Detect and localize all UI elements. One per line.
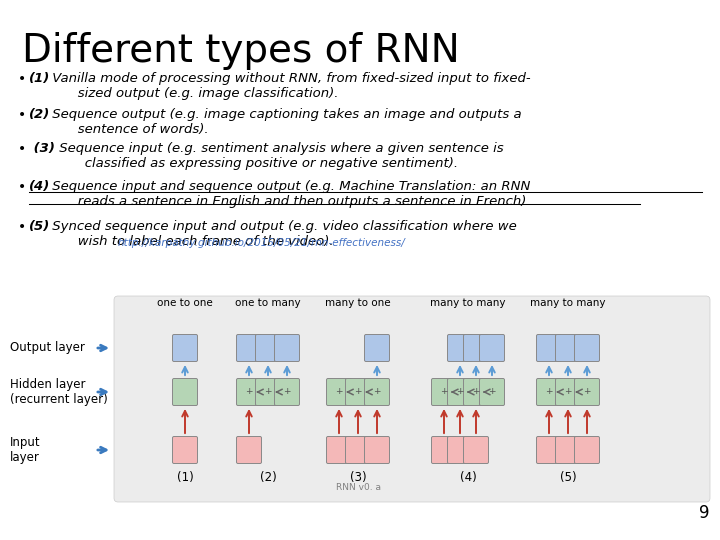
FancyBboxPatch shape xyxy=(364,334,390,361)
Text: +: + xyxy=(488,388,496,396)
Text: +: + xyxy=(336,388,343,396)
FancyBboxPatch shape xyxy=(536,379,562,406)
Text: +: + xyxy=(440,388,448,396)
Text: many to many: many to many xyxy=(530,298,606,308)
FancyBboxPatch shape xyxy=(364,379,390,406)
Text: (1): (1) xyxy=(176,471,194,484)
Text: +: + xyxy=(456,388,464,396)
FancyBboxPatch shape xyxy=(431,436,456,463)
FancyBboxPatch shape xyxy=(346,436,371,463)
FancyBboxPatch shape xyxy=(173,436,197,463)
Text: +: + xyxy=(246,388,253,396)
Text: Input
layer: Input layer xyxy=(10,436,40,464)
Text: Different types of RNN: Different types of RNN xyxy=(22,32,460,70)
Text: Sequence input and sequence output (e.g. Machine Translation: an RNN
       read: Sequence input and sequence output (e.g.… xyxy=(48,180,531,208)
Text: many to many: many to many xyxy=(431,298,505,308)
Text: •: • xyxy=(18,220,26,234)
FancyBboxPatch shape xyxy=(448,334,472,361)
Text: +: + xyxy=(354,388,361,396)
Text: (5): (5) xyxy=(559,471,576,484)
Text: •: • xyxy=(18,142,26,156)
FancyBboxPatch shape xyxy=(448,436,472,463)
FancyBboxPatch shape xyxy=(448,379,472,406)
FancyBboxPatch shape xyxy=(114,296,710,502)
Text: (2): (2) xyxy=(260,471,276,484)
Text: Sequence input (e.g. sentiment analysis where a given sentence is
       classif: Sequence input (e.g. sentiment analysis … xyxy=(55,142,503,170)
FancyBboxPatch shape xyxy=(575,334,600,361)
FancyBboxPatch shape xyxy=(536,334,562,361)
Text: (3): (3) xyxy=(350,471,366,484)
FancyBboxPatch shape xyxy=(464,334,488,361)
Text: 9: 9 xyxy=(700,504,710,522)
Text: http://karpathy.github.io/2015/05/21/rnn-effectiveness/: http://karpathy.github.io/2015/05/21/rnn… xyxy=(118,238,406,248)
FancyBboxPatch shape xyxy=(236,334,261,361)
FancyBboxPatch shape xyxy=(464,379,488,406)
Text: +: + xyxy=(583,388,590,396)
Text: +: + xyxy=(472,388,480,396)
FancyBboxPatch shape xyxy=(274,334,300,361)
Text: (4): (4) xyxy=(29,180,50,193)
FancyBboxPatch shape xyxy=(464,436,488,463)
Text: +: + xyxy=(264,388,271,396)
FancyBboxPatch shape xyxy=(556,436,580,463)
Text: one to many: one to many xyxy=(235,298,301,308)
FancyBboxPatch shape xyxy=(556,379,580,406)
Text: (4): (4) xyxy=(459,471,477,484)
Text: Vanilla mode of processing without RNN, from fixed-sized input to fixed-
       : Vanilla mode of processing without RNN, … xyxy=(48,72,531,100)
FancyBboxPatch shape xyxy=(326,436,351,463)
FancyBboxPatch shape xyxy=(236,379,261,406)
Text: +: + xyxy=(373,388,381,396)
Text: (1): (1) xyxy=(29,72,50,85)
Text: (3): (3) xyxy=(29,142,55,155)
Text: one to one: one to one xyxy=(157,298,213,308)
FancyBboxPatch shape xyxy=(326,379,351,406)
Text: +: + xyxy=(564,388,572,396)
FancyBboxPatch shape xyxy=(575,436,600,463)
Text: •: • xyxy=(18,180,26,194)
FancyBboxPatch shape xyxy=(575,379,600,406)
Text: +: + xyxy=(283,388,291,396)
Text: +: + xyxy=(545,388,553,396)
FancyBboxPatch shape xyxy=(274,379,300,406)
Text: Synced sequence input and output (e.g. video classification where we
       wish: Synced sequence input and output (e.g. v… xyxy=(48,220,517,248)
FancyBboxPatch shape xyxy=(536,436,562,463)
FancyBboxPatch shape xyxy=(480,379,505,406)
FancyBboxPatch shape xyxy=(346,379,371,406)
FancyBboxPatch shape xyxy=(173,379,197,406)
FancyBboxPatch shape xyxy=(556,334,580,361)
Text: Sequence output (e.g. image captioning takes an image and outputs a
       sente: Sequence output (e.g. image captioning t… xyxy=(48,108,522,136)
FancyBboxPatch shape xyxy=(256,379,281,406)
Text: •: • xyxy=(18,108,26,122)
FancyBboxPatch shape xyxy=(364,436,390,463)
FancyBboxPatch shape xyxy=(480,334,505,361)
FancyBboxPatch shape xyxy=(173,334,197,361)
Text: RNN v0. a: RNN v0. a xyxy=(336,483,380,492)
FancyBboxPatch shape xyxy=(236,436,261,463)
FancyBboxPatch shape xyxy=(431,379,456,406)
Text: many to one: many to one xyxy=(325,298,391,308)
Text: Output layer: Output layer xyxy=(10,341,85,354)
FancyBboxPatch shape xyxy=(256,334,281,361)
Text: (2): (2) xyxy=(29,108,50,121)
Text: (5): (5) xyxy=(29,220,50,233)
Text: Hidden layer
(recurrent layer): Hidden layer (recurrent layer) xyxy=(10,378,108,406)
Text: •: • xyxy=(18,72,26,86)
